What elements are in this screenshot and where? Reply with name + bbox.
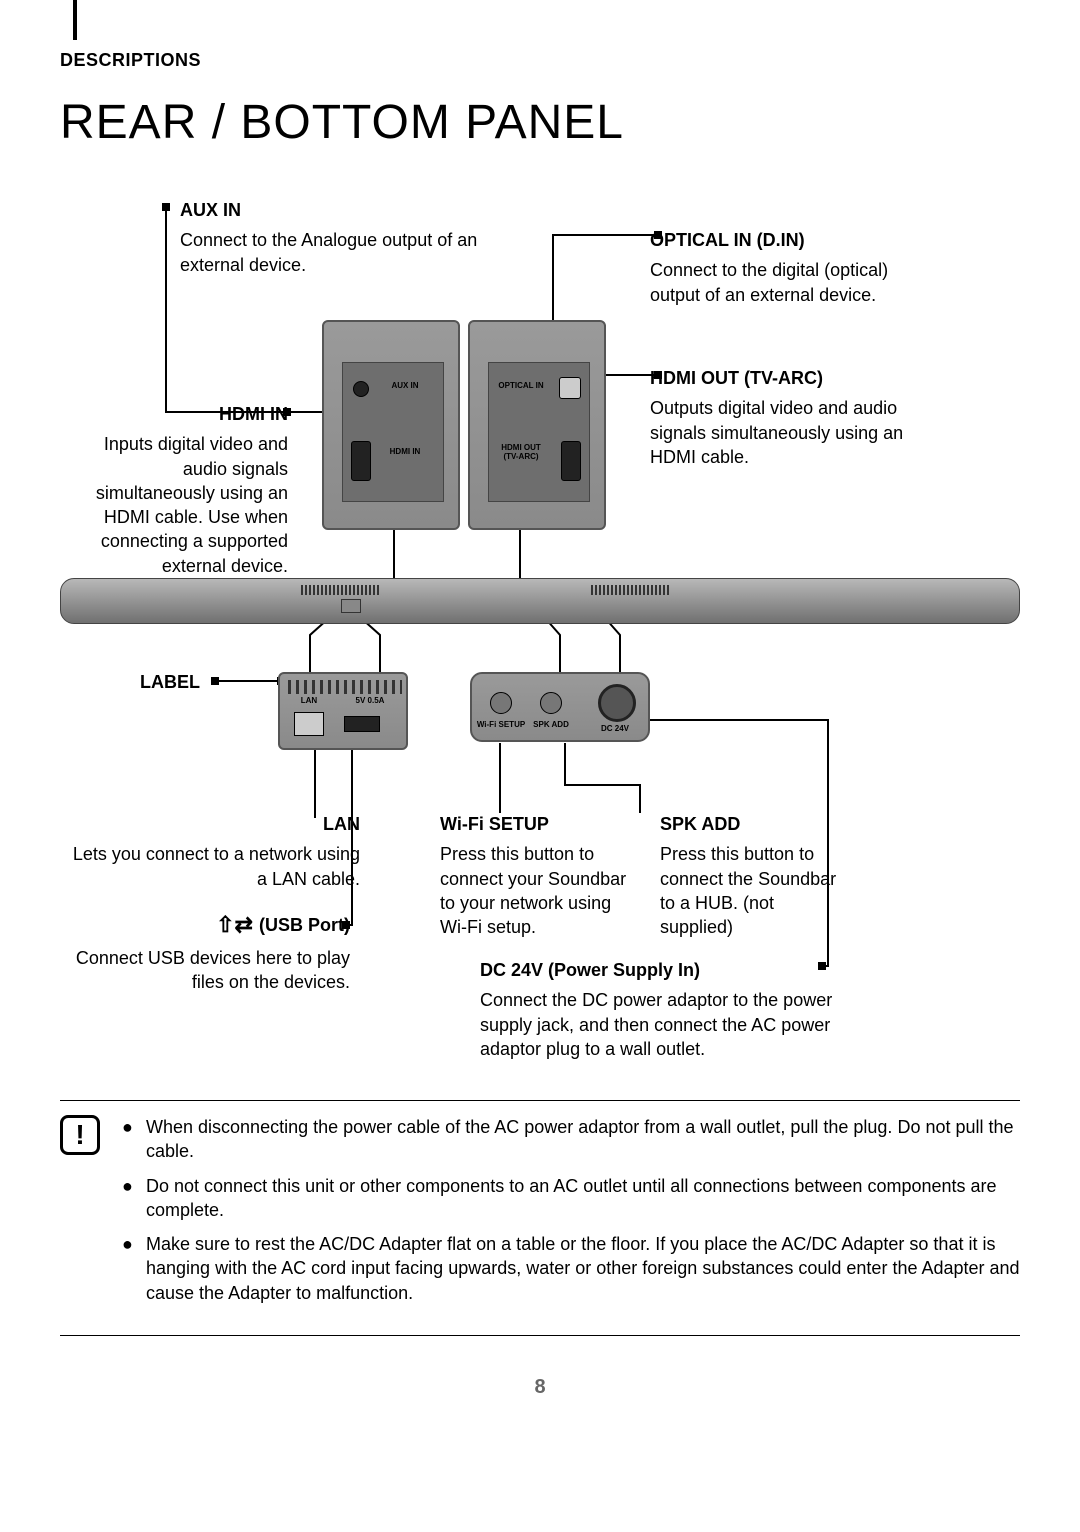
callout-hdmi-in: HDMI IN Inputs digital video and audio s…: [60, 402, 288, 578]
port-label-aux-in: AUX IN: [375, 381, 435, 390]
note-2: Do not connect this unit or other compon…: [146, 1174, 1020, 1223]
page-title: REAR / BOTTOM PANEL: [60, 95, 1020, 150]
soundbar-body: [60, 578, 1020, 624]
lan-title: LAN: [60, 812, 360, 836]
callout-label: LABEL: [140, 670, 220, 700]
lan-desc: Lets you connect to a network using a LA…: [60, 842, 360, 891]
usb-title: (USB Port): [259, 913, 350, 937]
panel-left-top: AUX IN HDMI IN: [322, 320, 460, 530]
usb-desc: Connect USB devices here to play files o…: [60, 946, 350, 995]
hdmi-out-title: HDMI OUT (TV-ARC): [650, 366, 920, 390]
alert-icon: !: [60, 1115, 100, 1155]
rear-panel-diagram: AUX IN HDMI IN OPTICAL IN HDMI OUT (TV-A…: [60, 180, 1020, 1080]
callout-aux-in: AUX IN Connect to the Analogue output of…: [180, 198, 480, 277]
port-label-lan: LAN: [294, 696, 324, 705]
callout-wifi: Wi-Fi SETUP Press this button to connect…: [440, 812, 640, 939]
callout-hdmi-out: HDMI OUT (TV-ARC) Outputs digital video …: [650, 366, 920, 469]
page-number: 8: [60, 1376, 1020, 1399]
hdmi-in-desc: Inputs digital video and audio signals s…: [60, 432, 288, 578]
port-label-dc: DC 24V: [592, 724, 638, 733]
spk-add-title: SPK ADD: [660, 812, 840, 836]
port-label-spk: SPK ADD: [528, 720, 574, 729]
notes-box: ! ●When disconnecting the power cable of…: [60, 1100, 1020, 1336]
optical-in-title: OPTICAL IN (D.IN): [650, 228, 910, 252]
label-title: LABEL: [140, 670, 220, 694]
port-label-5v: 5V 0.5A: [350, 696, 390, 705]
panel-bottom-right: Wi-Fi SETUP SPK ADD DC 24V: [470, 672, 650, 742]
usb-icon: ⇧⇄: [216, 910, 253, 940]
callout-dc: DC 24V (Power Supply In) Connect the DC …: [480, 958, 840, 1061]
callout-lan: LAN Lets you connect to a network using …: [60, 812, 360, 891]
aux-in-title: AUX IN: [180, 198, 480, 222]
aux-in-desc: Connect to the Analogue output of an ext…: [180, 228, 480, 277]
panel-right-top: OPTICAL IN HDMI OUT (TV-ARC): [468, 320, 606, 530]
spk-add-desc: Press this button to connect the Soundba…: [660, 842, 840, 939]
port-label-hdmi-out: HDMI OUT (TV-ARC): [491, 443, 551, 461]
panel-bottom-left: LAN 5V 0.5A: [278, 672, 408, 750]
port-label-wifi: Wi-Fi SETUP: [476, 720, 526, 729]
port-label-hdmi-in: HDMI IN: [375, 447, 435, 456]
note-3: Make sure to rest the AC/DC Adapter flat…: [146, 1232, 1020, 1305]
dc-title: DC 24V (Power Supply In): [480, 958, 840, 982]
section-header: DESCRIPTIONS: [60, 50, 1020, 71]
hdmi-in-title: HDMI IN: [60, 402, 288, 426]
tab-marker: [73, 0, 77, 40]
port-label-optical-in: OPTICAL IN: [491, 381, 551, 390]
notes-list: ●When disconnecting the power cable of t…: [122, 1115, 1020, 1315]
hdmi-out-desc: Outputs digital video and audio signals …: [650, 396, 920, 469]
callout-usb: ⇧⇄ (USB Port) Connect USB devices here t…: [60, 910, 350, 994]
wifi-desc: Press this button to connect your Soundb…: [440, 842, 640, 939]
callout-optical-in: OPTICAL IN (D.IN) Connect to the digital…: [650, 228, 910, 307]
callout-spk-add: SPK ADD Press this button to connect the…: [660, 812, 840, 939]
dc-desc: Connect the DC power adaptor to the powe…: [480, 988, 840, 1061]
optical-in-desc: Connect to the digital (optical) output …: [650, 258, 910, 307]
wifi-title: Wi-Fi SETUP: [440, 812, 640, 836]
note-1: When disconnecting the power cable of th…: [146, 1115, 1020, 1164]
